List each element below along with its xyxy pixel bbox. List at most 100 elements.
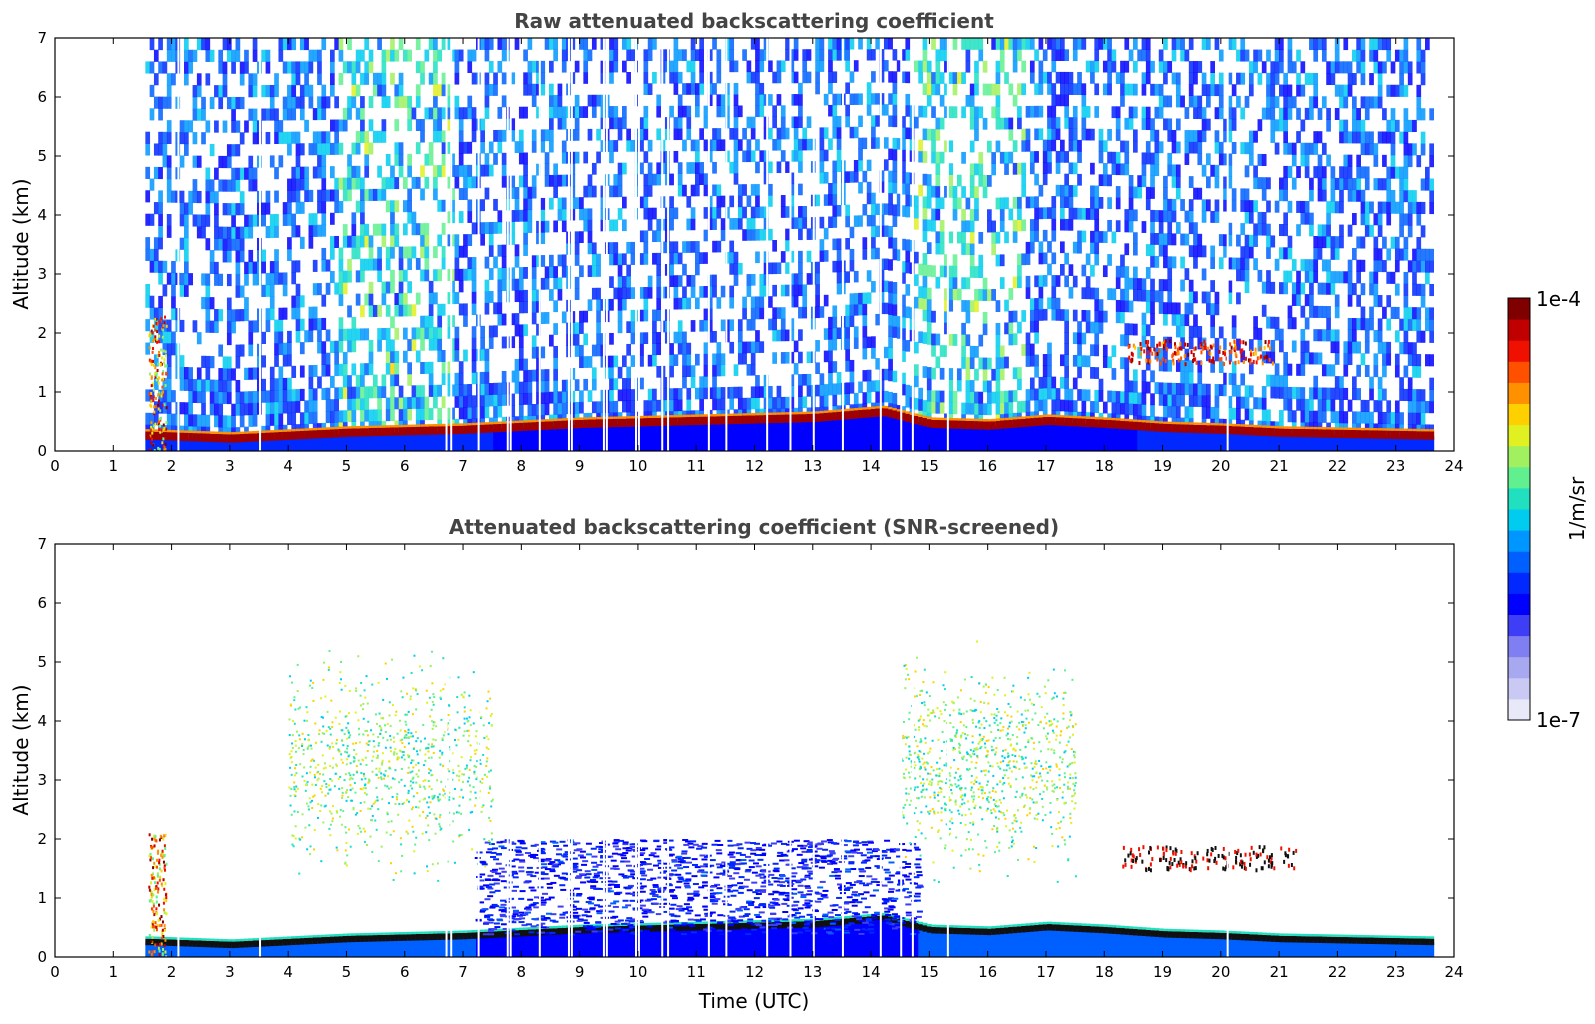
- noise-cell: [901, 149, 906, 162]
- noise-cell: [209, 144, 215, 157]
- noise-cell: [729, 319, 735, 332]
- noise-cell: [1064, 343, 1069, 355]
- noise-cell: [394, 292, 400, 305]
- noise-cell: [295, 318, 301, 331]
- surface-cell: [729, 420, 735, 451]
- noise-cell: [497, 210, 503, 223]
- layer-cell: [673, 417, 679, 426]
- noise-cell: [338, 282, 344, 295]
- noise-cell: [768, 161, 773, 174]
- noise-cell: [901, 328, 906, 340]
- surface-cell: [1150, 427, 1156, 451]
- layer-cell: [858, 410, 864, 419]
- noise-cell: [291, 307, 297, 320]
- layer-cell: [609, 418, 615, 428]
- noise-cell: [549, 129, 554, 142]
- noise-cell: [1055, 275, 1061, 287]
- noise-cell: [269, 401, 275, 415]
- noise-cell: [849, 260, 855, 272]
- noise-cell: [819, 172, 825, 184]
- noise-cell: [1201, 84, 1207, 97]
- noise-cell: [776, 127, 782, 140]
- surface-cell: [1064, 422, 1070, 451]
- noise-cell: [488, 337, 494, 349]
- noise-cell: [153, 413, 159, 426]
- noise-cell: [488, 222, 494, 234]
- surface-cell: [372, 432, 378, 451]
- noise-cell: [969, 38, 975, 50]
- noise-cell: [982, 289, 988, 301]
- layer-cell: [1094, 419, 1100, 428]
- layer-edge-cell: [634, 415, 640, 419]
- noise-cell: [1145, 72, 1151, 85]
- noise-cell: [394, 223, 400, 236]
- noise-cell: [463, 349, 468, 362]
- noise-cell: [1145, 118, 1151, 131]
- noise-cell: [1133, 392, 1138, 405]
- noise-cell: [1248, 408, 1254, 421]
- noise-cell: [1051, 399, 1057, 411]
- noise-cell: [205, 273, 211, 286]
- noise-cell: [415, 292, 421, 305]
- layer-cell: [926, 419, 932, 428]
- noise-cell: [269, 225, 275, 238]
- noise-cell: [338, 387, 344, 400]
- noise-cell: [991, 368, 996, 381]
- noise-cell: [1231, 107, 1237, 120]
- surface-cell: [617, 423, 623, 451]
- noise-cell: [1021, 38, 1027, 50]
- layer-cell: [424, 426, 430, 435]
- noise-cell: [905, 127, 911, 140]
- noise-cell: [415, 408, 421, 421]
- layer-cell: [196, 433, 202, 442]
- layer-edge-cell: [557, 418, 563, 421]
- noise-cell: [1102, 231, 1108, 243]
- noise-cell: [931, 219, 936, 232]
- noise-cell: [1098, 390, 1104, 402]
- layer-edge-cell: [583, 417, 589, 420]
- noise-cell: [862, 170, 868, 183]
- noise-cell: [776, 138, 782, 151]
- noise-cell: [368, 351, 374, 364]
- noise-cell: [1184, 383, 1190, 396]
- layer-cell: [540, 421, 546, 430]
- noise-cell: [342, 235, 348, 248]
- noise-cell: [995, 334, 1001, 347]
- noise-cell: [956, 231, 962, 244]
- noise-cell: [338, 340, 344, 353]
- layer-edge-cell: [750, 413, 756, 416]
- layer-edge-cell: [1193, 422, 1199, 425]
- noise-cell: [158, 131, 163, 144]
- noise-cell: [832, 182, 838, 195]
- layer-edge-cell: [1248, 424, 1254, 428]
- noise-cell: [351, 165, 357, 178]
- noise-cell: [553, 186, 558, 199]
- noise-cell: [1008, 310, 1014, 323]
- noise-cell: [239, 391, 245, 404]
- noise-cell: [218, 49, 224, 62]
- layer-edge-cell: [1047, 414, 1053, 417]
- noise-cell: [759, 296, 765, 308]
- noise-cell: [540, 346, 546, 359]
- noise-cell: [853, 337, 859, 349]
- noise-cell: [244, 167, 249, 180]
- noise-cell: [574, 345, 580, 357]
- noise-cell: [574, 288, 580, 300]
- noise-cell: [531, 95, 537, 108]
- noise-cell: [1188, 84, 1194, 96]
- layer-cell: [1236, 426, 1241, 435]
- noise-cell: [561, 220, 567, 233]
- noise-cell: [875, 203, 881, 215]
- noise-cell: [218, 273, 224, 286]
- noise-cell: [531, 266, 537, 279]
- noise-cell: [222, 356, 228, 369]
- noise-cell: [806, 273, 812, 285]
- noise-cell: [609, 185, 614, 198]
- noise-cell: [969, 402, 975, 415]
- noise-cell: [712, 353, 717, 366]
- noise-cell: [1141, 278, 1147, 291]
- noise-cell: [995, 83, 1001, 96]
- noise-cell: [939, 38, 945, 50]
- noise-cell: [965, 311, 971, 324]
- layer-cell: [523, 422, 529, 431]
